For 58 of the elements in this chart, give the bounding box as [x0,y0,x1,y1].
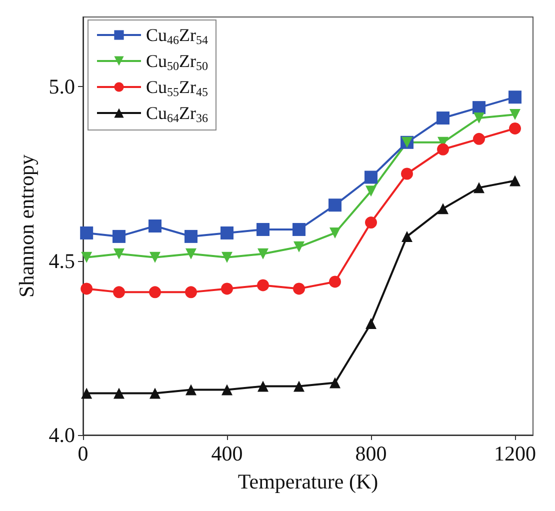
point [186,248,196,260]
x-tick-label: 0 [78,442,88,466]
point [184,230,198,243]
point [112,230,126,243]
point [293,282,305,295]
point [510,109,520,120]
y-axis-title: Shannon entropy [14,154,38,298]
point [473,132,485,145]
point [474,112,484,124]
point [330,227,340,238]
point [221,282,233,295]
point [329,276,341,288]
point [80,282,93,295]
point [149,286,161,298]
point [364,170,378,184]
point [222,384,232,396]
x-tick-label: 1200 [494,442,536,466]
point [150,388,160,399]
y-tick-label: 4.0 [48,423,75,447]
point [80,226,94,240]
point [328,198,342,212]
point [510,175,520,186]
point [258,380,268,392]
point [294,241,304,252]
point [114,388,124,399]
point [258,248,268,260]
point [437,143,449,156]
point [220,226,234,240]
point [150,252,160,263]
point [330,377,340,388]
point [509,122,521,134]
point [222,252,232,263]
point [114,248,124,260]
point [185,286,197,298]
point [366,318,376,330]
point [402,230,412,242]
y-tick-label: 4.5 [48,248,75,273]
point [401,168,413,180]
point [436,112,450,125]
point [294,380,304,392]
x-axis-title: Temperature (K) [238,470,378,494]
point [148,220,162,232]
point [508,90,522,104]
point [292,222,306,236]
point [186,384,196,396]
point [365,216,377,229]
point [257,279,269,292]
point [113,286,125,298]
x-tick-label: 800 [355,442,387,466]
point [438,203,448,214]
x-tick-label: 400 [211,442,243,466]
point [81,252,92,263]
y-tick-label: 5.0 [48,74,75,99]
point [472,101,486,114]
point [366,186,376,197]
point [256,222,270,236]
point [474,182,484,194]
point [81,388,92,399]
